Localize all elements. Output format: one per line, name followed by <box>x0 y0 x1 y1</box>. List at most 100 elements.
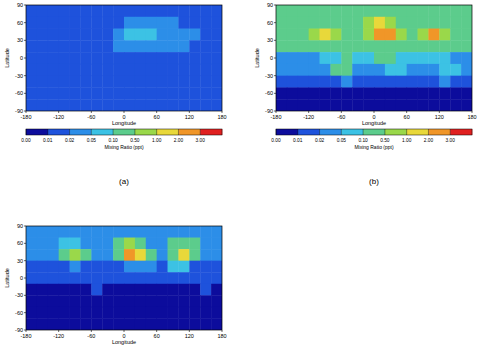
cell <box>26 40 37 52</box>
cell <box>428 87 439 99</box>
cell <box>168 261 179 273</box>
cell <box>211 284 222 296</box>
colorbar-swatch <box>407 129 429 135</box>
cell <box>450 17 461 29</box>
cell <box>428 17 439 29</box>
cell <box>37 64 48 76</box>
cell <box>135 5 146 17</box>
cell <box>330 5 341 17</box>
frame <box>26 5 222 111</box>
tick-label: 0 <box>270 55 273 61</box>
cell <box>439 17 450 29</box>
cell <box>113 76 124 88</box>
cell <box>91 99 102 111</box>
cell <box>59 318 70 330</box>
axis-label: Longitude <box>362 120 386 126</box>
cell <box>91 52 102 64</box>
tick-label: -120 <box>53 333 64 339</box>
cell <box>26 5 37 17</box>
cell <box>91 318 102 330</box>
cell <box>352 5 363 17</box>
cell <box>168 295 179 307</box>
cell <box>363 99 374 111</box>
cell <box>70 40 81 52</box>
cell <box>189 249 200 261</box>
cell <box>189 226 200 238</box>
colorbar-title: Mixing Ratio (ppt) <box>354 144 394 150</box>
cell <box>374 99 385 111</box>
cell <box>146 5 157 17</box>
cell <box>124 238 135 250</box>
cell <box>287 17 298 29</box>
cell <box>157 64 168 76</box>
cell <box>396 5 407 17</box>
cell <box>91 295 102 307</box>
cell <box>189 87 200 99</box>
cell <box>178 29 189 41</box>
colorbar-swatch <box>113 129 135 135</box>
tick <box>24 58 26 59</box>
panel-label: (b) <box>369 177 379 186</box>
cell <box>102 318 113 330</box>
cell <box>211 295 222 307</box>
tick <box>26 330 27 332</box>
cell <box>48 307 59 319</box>
colorbar-swatch <box>276 129 298 135</box>
cell <box>37 272 48 284</box>
cell <box>70 5 81 17</box>
cell <box>102 99 113 111</box>
tick-label: 30 <box>267 37 273 43</box>
cell <box>48 284 59 296</box>
cell <box>396 40 407 52</box>
cell <box>135 284 146 296</box>
cell <box>276 87 287 99</box>
cell <box>461 17 472 29</box>
cell <box>146 249 157 261</box>
cell <box>298 40 309 52</box>
cell <box>450 99 461 111</box>
cell <box>309 5 320 17</box>
cell <box>113 5 124 17</box>
cell <box>168 226 179 238</box>
tick-label: -180 <box>20 114 31 120</box>
cell <box>59 29 70 41</box>
cell <box>135 17 146 29</box>
cell <box>26 238 37 250</box>
cell <box>330 64 341 76</box>
tick <box>24 22 26 23</box>
cell <box>26 29 37 41</box>
cell <box>59 272 70 284</box>
colorbar-label: 0.00 <box>271 138 281 143</box>
colorbar-tick <box>276 129 277 135</box>
cell <box>102 64 113 76</box>
cell <box>37 76 48 88</box>
tick <box>91 111 92 113</box>
cell <box>146 52 157 64</box>
cell <box>48 64 59 76</box>
cell <box>407 99 418 111</box>
cell <box>461 87 472 99</box>
cell <box>298 17 309 29</box>
cell <box>135 52 146 64</box>
colorbar-label: 0.01 <box>293 138 303 143</box>
tick-label: 90 <box>17 223 23 229</box>
tick-label: -30 <box>15 73 23 79</box>
colorbar-tick <box>47 129 48 135</box>
cell <box>396 64 407 76</box>
cell <box>276 17 287 29</box>
cell <box>428 40 439 52</box>
cell <box>124 307 135 319</box>
cell <box>146 307 157 319</box>
tick <box>222 111 223 113</box>
cell <box>168 40 179 52</box>
cell <box>157 5 168 17</box>
cell <box>37 17 48 29</box>
cell <box>146 64 157 76</box>
cell <box>124 17 135 29</box>
colorbar-swatch <box>135 129 157 135</box>
cell <box>200 284 211 296</box>
tick <box>274 40 276 41</box>
cell <box>70 99 81 111</box>
cell <box>178 272 189 284</box>
cell <box>287 76 298 88</box>
